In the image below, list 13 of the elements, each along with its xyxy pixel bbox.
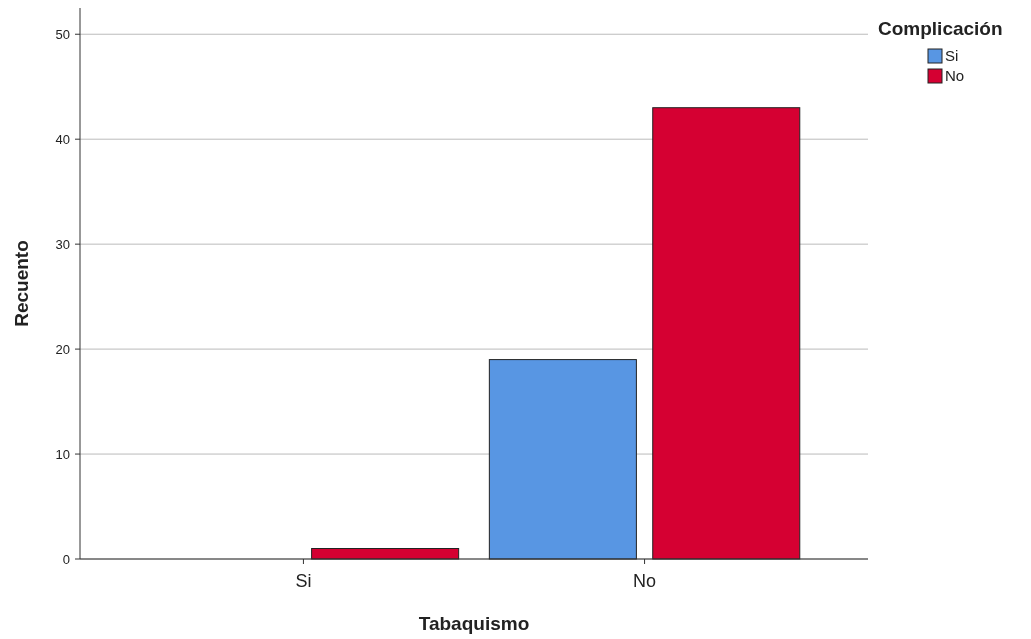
x-axis-title: Tabaquismo bbox=[418, 613, 530, 634]
y-tick-label: 40 bbox=[55, 131, 70, 147]
y-tick-label: 50 bbox=[55, 26, 70, 42]
bar bbox=[652, 107, 801, 560]
legend-label: Si bbox=[945, 47, 959, 64]
legend-label: No bbox=[945, 67, 965, 84]
y-tick-label: 0 bbox=[62, 551, 70, 567]
y-axis-title: Recuento bbox=[11, 240, 32, 327]
y-tick-label: 10 bbox=[55, 446, 70, 462]
legend-title: Complicación bbox=[878, 18, 1003, 39]
y-tick-label: 30 bbox=[55, 236, 70, 252]
bar bbox=[488, 359, 637, 560]
y-tick-label: 20 bbox=[55, 341, 70, 357]
